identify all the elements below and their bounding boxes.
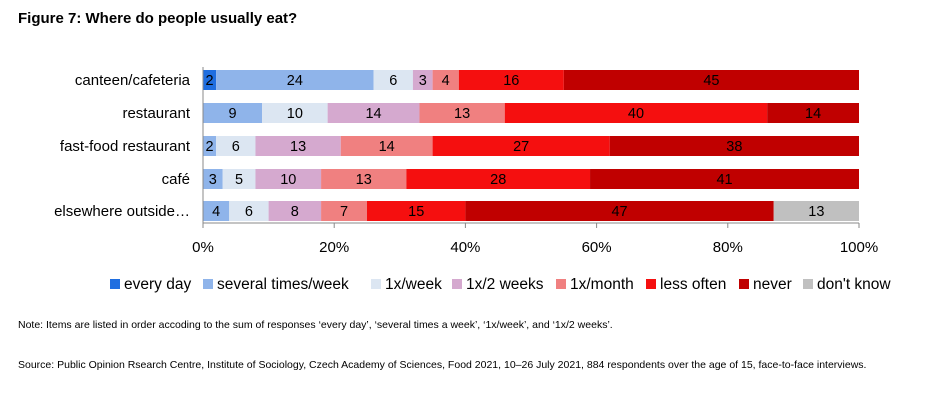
bar-segment — [203, 169, 223, 189]
category-label: restaurant — [122, 105, 190, 122]
bar-segment — [203, 136, 217, 156]
data-label: 38 — [726, 139, 742, 155]
bar-segment — [216, 70, 374, 90]
x-tick-label: 60% — [582, 239, 612, 256]
legend-label: never — [753, 276, 792, 293]
bar-segment — [773, 201, 859, 221]
data-label: 10 — [280, 172, 296, 188]
x-tick-label: 80% — [713, 239, 743, 256]
x-tick-label: 40% — [450, 239, 480, 256]
bar-segment — [609, 136, 859, 156]
bar-segment — [373, 70, 413, 90]
x-tick-label: 0% — [192, 239, 214, 256]
data-label: 13 — [356, 172, 372, 188]
bar-segment — [216, 136, 256, 156]
data-label: 27 — [513, 139, 529, 155]
data-label: 28 — [490, 172, 506, 188]
legend-label: several times/week — [217, 276, 349, 293]
category-label: café — [162, 171, 190, 188]
bar-segment — [432, 136, 610, 156]
bar-segment — [406, 169, 591, 189]
data-label: 2 — [206, 139, 214, 155]
bar-segment — [458, 70, 564, 90]
data-label: 45 — [703, 73, 719, 89]
legend-swatch — [739, 279, 749, 289]
bar-segment — [340, 136, 433, 156]
bar-segment — [563, 70, 859, 90]
legend-swatch — [556, 279, 566, 289]
legend-label: 1x/2 weeks — [466, 276, 544, 293]
data-label: 6 — [389, 73, 397, 89]
chart-title: Figure 7: Where do people usually eat? — [18, 10, 298, 27]
category-label: canteen/cafeteria — [75, 72, 191, 89]
x-tick-label: 100% — [840, 239, 878, 256]
data-label: 9 — [228, 106, 236, 122]
legend-label: don't know — [817, 276, 891, 293]
bar-segment — [203, 103, 263, 123]
data-label: 13 — [808, 204, 824, 220]
bar-segment — [590, 169, 859, 189]
bar-segment — [222, 169, 256, 189]
data-label: 10 — [287, 106, 303, 122]
data-label: 41 — [716, 172, 732, 188]
data-label: 6 — [232, 139, 240, 155]
bar-segment — [262, 103, 328, 123]
data-label: 13 — [290, 139, 306, 155]
legend-swatch — [452, 279, 462, 289]
bar-segment — [268, 201, 322, 221]
data-label: 3 — [419, 73, 427, 89]
data-label: 3 — [209, 172, 217, 188]
bar-segment — [229, 201, 269, 221]
data-label: 24 — [287, 73, 303, 89]
data-label: 14 — [365, 106, 381, 122]
bar-segment — [203, 70, 217, 90]
legend-swatch — [371, 279, 381, 289]
chart-note: Note: Items are listed in order accoding… — [18, 319, 613, 331]
legend-label: 1x/month — [570, 276, 634, 293]
data-label: 40 — [628, 106, 644, 122]
data-label: 4 — [212, 204, 220, 220]
data-label: 16 — [503, 73, 519, 89]
bar-segment — [465, 201, 774, 221]
data-label: 8 — [291, 204, 299, 220]
bar-segment — [767, 103, 859, 123]
data-label: 5 — [235, 172, 243, 188]
bar-segment — [321, 201, 367, 221]
legend-swatch — [203, 279, 213, 289]
data-label: 15 — [408, 204, 424, 220]
data-label: 14 — [805, 106, 821, 122]
data-label: 6 — [245, 204, 253, 220]
bar-segment — [419, 103, 505, 123]
bar-segment — [504, 103, 768, 123]
data-label: 7 — [340, 204, 348, 220]
bar-segment — [327, 103, 420, 123]
data-label: 4 — [442, 73, 450, 89]
stacked-bar-chart: canteen/cafeteria restaurant fast-food res… — [54, 67, 891, 293]
category-label: elsewhere outside… — [54, 203, 190, 220]
legend-label: every day — [124, 276, 191, 293]
bar-segment — [367, 201, 466, 221]
bar-segment — [321, 169, 407, 189]
legend-label: less often — [660, 276, 726, 293]
legend-swatch — [803, 279, 813, 289]
legend-swatch — [646, 279, 656, 289]
bar-segment — [432, 70, 459, 90]
data-label: 13 — [454, 106, 470, 122]
chart-source: Source: Public Opinion Rsearch Centre, I… — [18, 359, 867, 371]
data-label: 2 — [206, 73, 214, 89]
data-label: 14 — [379, 139, 395, 155]
bar-segment — [203, 201, 230, 221]
category-label: fast-food restaurant — [60, 138, 191, 155]
data-label: 47 — [611, 204, 627, 220]
bar-segment — [255, 169, 322, 189]
legend-swatch — [110, 279, 120, 289]
legend-label: 1x/week — [385, 276, 442, 293]
bar-segment — [255, 136, 341, 156]
x-tick-label: 20% — [319, 239, 349, 256]
bar-segment — [412, 70, 433, 90]
